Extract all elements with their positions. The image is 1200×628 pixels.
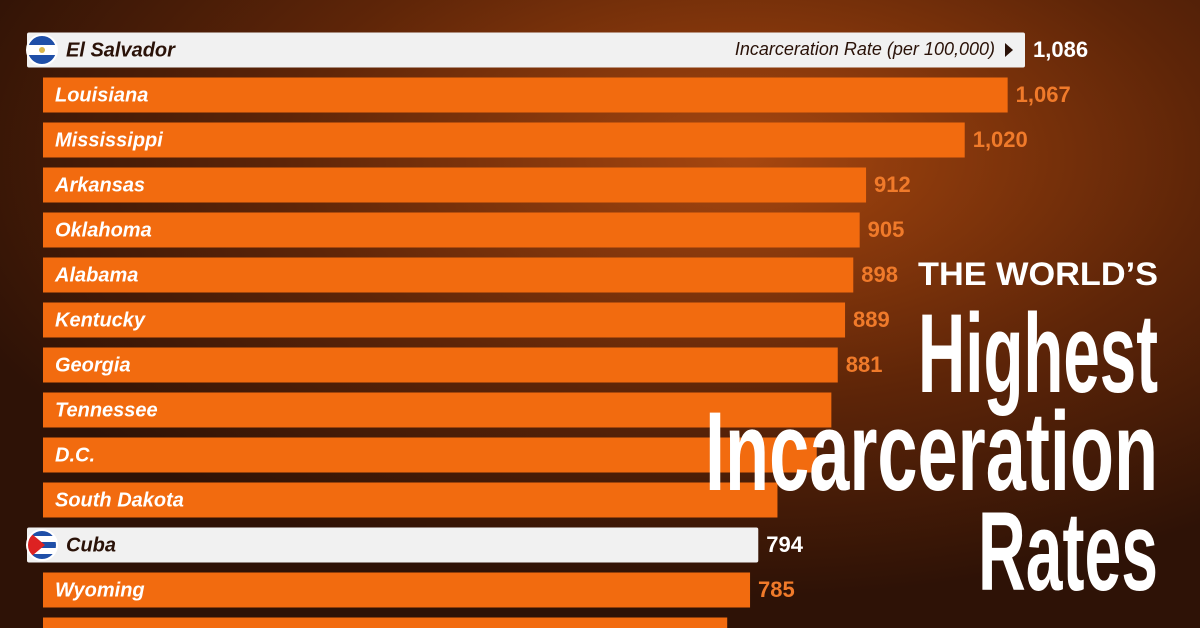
bar [43, 167, 867, 203]
bar [43, 437, 817, 473]
bar [43, 617, 728, 628]
bar [43, 572, 751, 608]
axis-label: Incarceration Rate (per 100,000) [735, 39, 995, 59]
category-label: Alabama [54, 264, 138, 286]
category-label: Kentucky [55, 309, 146, 331]
title: Highest [918, 291, 1158, 416]
value-label: 912 [874, 172, 911, 197]
bar [43, 257, 854, 293]
flag-ring [26, 34, 58, 66]
value-label: 881 [846, 352, 883, 377]
title-kicker: THE WORLD’S [918, 256, 1158, 292]
value-label: 1,067 [1016, 82, 1071, 107]
category-label: Louisiana [55, 84, 148, 106]
flag-ring [26, 529, 58, 561]
category-label: Georgia [55, 354, 131, 376]
bar [43, 392, 832, 428]
bar [43, 122, 965, 158]
category-label: Wyoming [55, 579, 145, 601]
bar [43, 77, 1008, 113]
title: Rates [978, 489, 1158, 614]
bar [43, 302, 846, 338]
axis-arrow [1005, 43, 1013, 57]
category-label: Oklahoma [55, 219, 152, 241]
bar [27, 32, 1025, 68]
category-label: Cuba [66, 534, 116, 556]
title: Incarceration [705, 389, 1158, 514]
bar [43, 212, 860, 248]
bar [43, 482, 778, 518]
category-label: South Dakota [55, 489, 184, 511]
value-label: 898 [861, 262, 898, 287]
value-label: 905 [868, 217, 905, 242]
bars: El Salvador 1,086 Louisiana 1,067 Mississipp… [27, 32, 1088, 628]
value-label: 889 [853, 307, 890, 332]
value-label: 794 [766, 532, 803, 557]
category-label: El Salvador [66, 39, 176, 61]
category-label: Arkansas [54, 174, 145, 196]
bar [27, 527, 759, 563]
bar [43, 347, 838, 383]
value-label: 785 [758, 577, 795, 602]
category-label: Tennessee [55, 399, 158, 421]
category-label: Mississippi [55, 129, 163, 151]
value-label: 1,020 [973, 127, 1028, 152]
value-label: 1,086 [1033, 37, 1088, 62]
category-label: D.C. [55, 444, 95, 466]
